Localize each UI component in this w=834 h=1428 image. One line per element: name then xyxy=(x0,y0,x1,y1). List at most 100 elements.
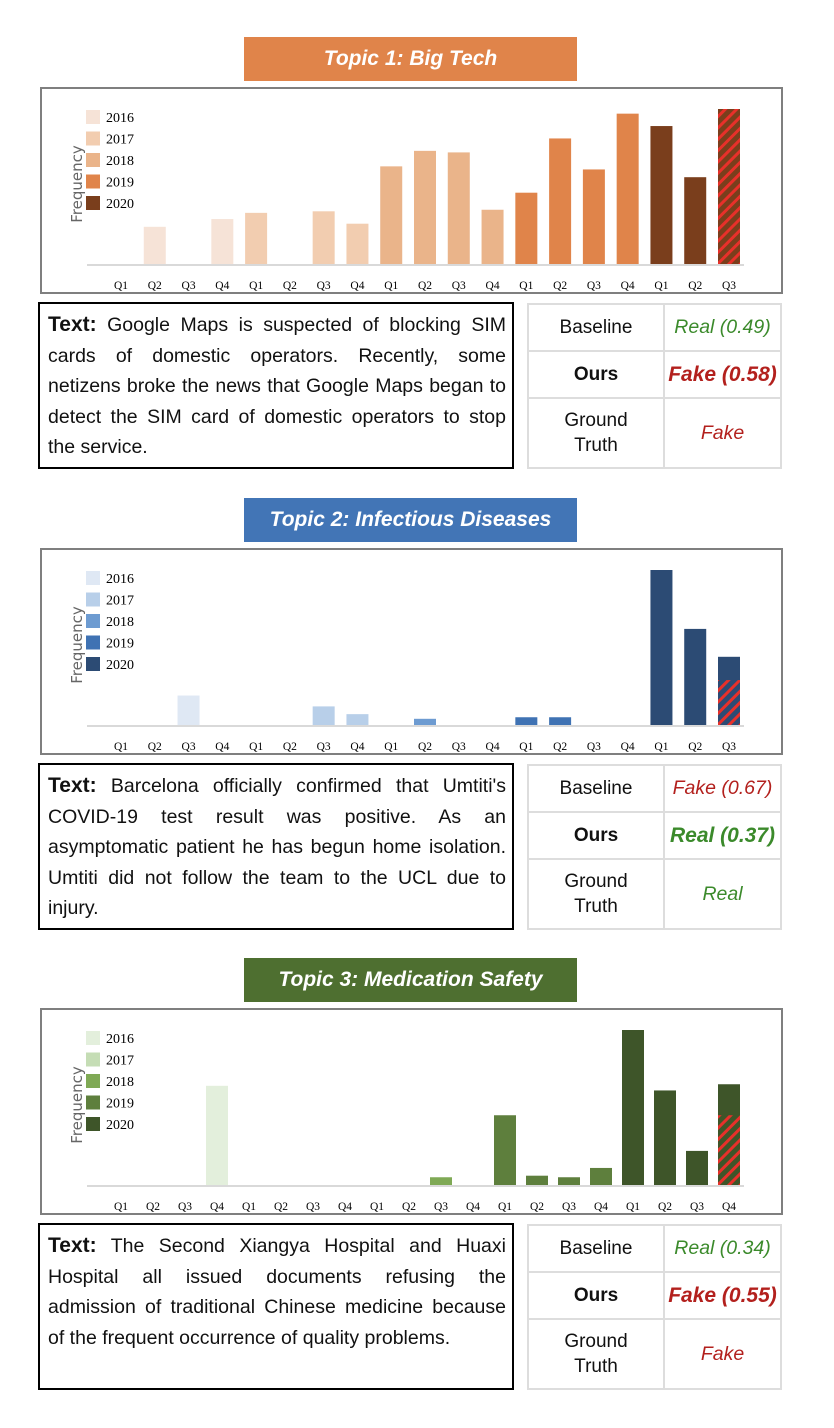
prediction-value: Fake (0.58) xyxy=(663,350,782,399)
table-row: Ours Fake (0.55) xyxy=(527,1271,782,1320)
text-label: Text: xyxy=(48,313,97,336)
bar xyxy=(684,177,707,264)
x-tick-label: Q2 xyxy=(418,280,432,292)
x-tick-label: Q1 xyxy=(498,1201,512,1213)
x-tick-label: Q4 xyxy=(338,1201,352,1213)
bar xyxy=(447,152,470,264)
x-tick-label: Q4 xyxy=(594,1201,608,1213)
x-tick-label: Q1 xyxy=(370,1201,384,1213)
x-tick-label: Q4 xyxy=(466,1201,480,1213)
topic-banner: Topic 2: Infectious Diseases xyxy=(244,498,577,542)
x-tick-label: Q3 xyxy=(182,741,196,753)
bar xyxy=(346,714,369,725)
x-tick-label: Q3 xyxy=(562,1201,576,1213)
prediction-value: Fake xyxy=(663,397,782,469)
table-row: Ours Real (0.37) xyxy=(527,811,782,860)
legend-label: 2017 xyxy=(106,133,134,148)
x-tick-label: Q1 xyxy=(384,741,398,753)
x-tick-label: Q1 xyxy=(654,280,668,292)
text-label: Text: xyxy=(48,1234,97,1257)
x-tick-label: Q1 xyxy=(114,1201,128,1213)
bar-hatch-overlay xyxy=(718,680,740,725)
legend-swatch xyxy=(86,1117,100,1131)
bar xyxy=(616,113,639,265)
row-key: Ours xyxy=(527,811,665,860)
bar-hatch-overlay xyxy=(718,1115,740,1185)
x-tick-label: Q3 xyxy=(587,741,601,753)
bar xyxy=(515,717,538,725)
x-tick-label: Q4 xyxy=(350,280,364,292)
x-tick-label: Q2 xyxy=(530,1201,544,1213)
x-tick-label: Q1 xyxy=(654,741,668,753)
bar xyxy=(650,570,673,725)
x-tick-label: Q4 xyxy=(621,741,635,753)
bar-chart: Frequency 2016 2017 2018 2019 2020 Q1 Q2 Q3 Q4 Q1 Q… xyxy=(40,1008,783,1215)
x-tick-label: Q2 xyxy=(553,741,567,753)
prediction-value: Real (0.49) xyxy=(663,303,782,352)
bar xyxy=(414,718,436,725)
x-tick-label: Q1 xyxy=(249,280,263,292)
news-text: Barcelona officially confirmed that Umti… xyxy=(48,775,507,919)
bar xyxy=(177,695,200,725)
x-tick-label: Q4 xyxy=(350,741,364,753)
x-tick-label: Q2 xyxy=(283,741,297,753)
x-tick-label: Q2 xyxy=(658,1201,672,1213)
bar xyxy=(414,150,436,264)
legend-label: 2016 xyxy=(106,1032,134,1047)
row-key: Baseline xyxy=(527,303,665,352)
bar xyxy=(582,169,605,264)
x-tick-label: Q3 xyxy=(587,280,601,292)
bar xyxy=(245,212,268,264)
prediction-value: Real (0.37) xyxy=(663,811,782,860)
table-row: Baseline Fake (0.67) xyxy=(527,764,782,813)
bar xyxy=(622,1030,644,1185)
x-tick-label: Q3 xyxy=(690,1201,704,1213)
x-tick-label: Q2 xyxy=(418,741,432,753)
legend-label: 2018 xyxy=(106,615,134,630)
y-axis-label: Frequency xyxy=(68,606,86,684)
row-key: Ground Truth xyxy=(527,397,665,469)
x-tick-label: Q2 xyxy=(148,741,162,753)
bar xyxy=(549,138,572,264)
prediction-value: Fake xyxy=(663,1318,782,1390)
x-tick-label: Q4 xyxy=(215,741,229,753)
topic-banner: Topic 3: Medication Safety xyxy=(244,958,577,1002)
bar xyxy=(206,1085,228,1185)
legend-label: 2016 xyxy=(106,111,134,126)
table-row: Ground Truth Fake xyxy=(527,1318,782,1390)
prediction-value: Fake (0.55) xyxy=(663,1271,782,1320)
x-tick-label: Q3 xyxy=(452,741,466,753)
legend-swatch xyxy=(86,153,100,167)
x-tick-label: Q1 xyxy=(519,741,533,753)
bar-hatch-overlay xyxy=(718,109,740,264)
legend-label: 2019 xyxy=(106,176,134,191)
legend-label: 2018 xyxy=(106,154,134,169)
x-tick-label: Q2 xyxy=(553,280,567,292)
news-text-box: Text: The Second Xiangya Hospital and Hu… xyxy=(38,1223,514,1390)
x-tick-label: Q2 xyxy=(402,1201,416,1213)
legend-label: 2018 xyxy=(106,1075,134,1090)
row-key: Baseline xyxy=(527,764,665,813)
y-axis-label: Frequency xyxy=(68,1066,86,1144)
bar xyxy=(380,166,403,264)
x-tick-label: Q3 xyxy=(317,741,331,753)
bar-chart: Frequency 2016 2017 2018 2019 2020 Q1 Q2 Q3 Q4 Q1 Q… xyxy=(40,548,783,755)
legend-label: 2020 xyxy=(106,197,134,212)
news-text-box: Text: Google Maps is suspected of blocki… xyxy=(38,302,514,469)
legend-swatch xyxy=(86,196,100,210)
x-tick-label: Q3 xyxy=(317,280,331,292)
bar xyxy=(346,223,369,264)
legend-label: 2020 xyxy=(106,658,134,673)
x-tick-label: Q1 xyxy=(249,741,263,753)
bar-chart: Frequency 2016 2017 2018 2019 2020 Q1 Q2 Q3 Q4 Q1 Q… xyxy=(40,87,783,294)
legend-swatch xyxy=(86,571,100,585)
x-tick-label: Q3 xyxy=(722,741,736,753)
x-tick-label: Q4 xyxy=(621,280,635,292)
legend-swatch xyxy=(86,614,100,628)
bar xyxy=(312,211,335,264)
news-text: Google Maps is suspected of blocking SIM… xyxy=(48,314,506,458)
x-tick-label: Q4 xyxy=(210,1201,224,1213)
legend-swatch xyxy=(86,110,100,124)
x-tick-label: Q1 xyxy=(114,741,128,753)
bar xyxy=(430,1177,452,1185)
